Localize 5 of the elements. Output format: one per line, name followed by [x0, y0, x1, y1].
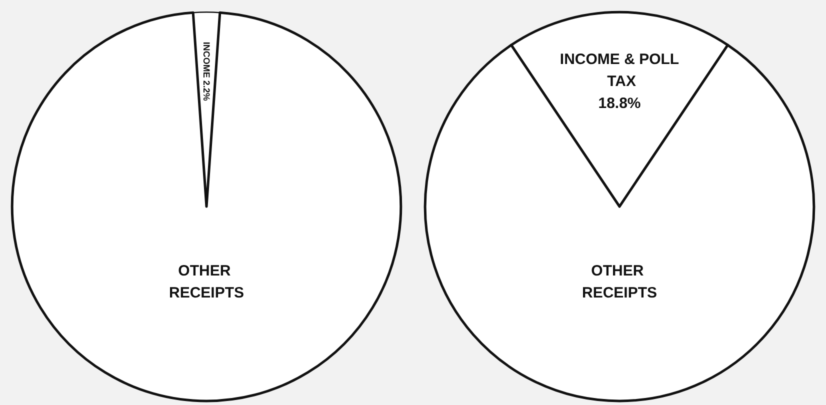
- slice-label: INCOME 2.2%: [202, 42, 212, 101]
- data-label: 18.8%: [598, 94, 641, 112]
- slice-label: INCOME & POLL TAX: [560, 50, 680, 90]
- slice-label: OTHER RECEIPTS: [582, 262, 658, 302]
- slice-label: OTHER RECEIPTS: [168, 262, 244, 302]
